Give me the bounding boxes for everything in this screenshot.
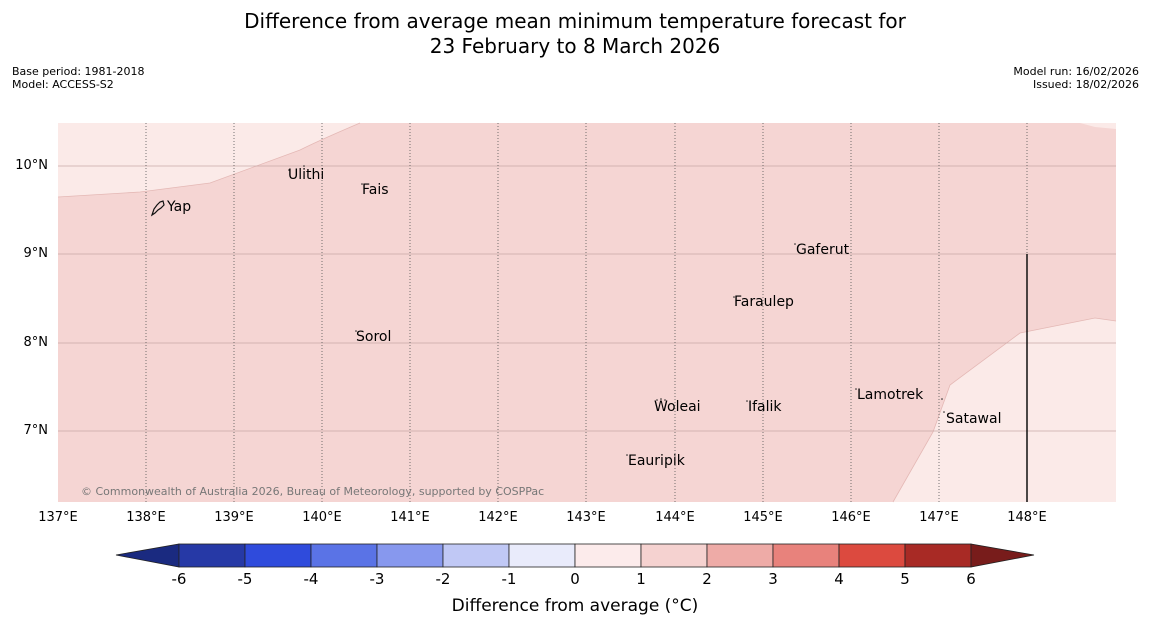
colorbar-segment	[310, 543, 378, 568]
lon-label-137e: 137°E	[38, 510, 78, 525]
colorbar-tick-label: 5	[900, 570, 910, 588]
lon-label-145e: 145°E	[743, 510, 783, 525]
light-region-northeast	[1080, 123, 1116, 129]
island-markers	[288, 165, 945, 456]
colorbar-tick-label: 3	[768, 570, 778, 588]
lon-label-138e: 138°E	[126, 510, 166, 525]
colorbar-segment	[178, 543, 246, 568]
yap-island	[150, 200, 165, 217]
colorbar-segment	[508, 543, 576, 568]
place-label-faraulep: Faraulep	[734, 294, 794, 310]
colorbar-tick-label: -6	[171, 570, 187, 588]
colorbar-segment	[442, 543, 510, 568]
colorbar-segment	[244, 543, 312, 568]
issued-text: Issued: 18/02/2026	[1032, 78, 1139, 91]
lon-label-140e: 140°E	[302, 510, 342, 525]
lon-label-147e: 147°E	[919, 510, 959, 525]
colorbar-segment	[376, 543, 444, 568]
copyright-text: © Commonwealth of Australia 2026, Bureau…	[81, 485, 545, 498]
model-run-text: Model run: 16/02/2026	[1013, 65, 1139, 78]
colorbar-segment	[838, 543, 906, 568]
colorbar	[115, 543, 1035, 568]
colorbar-segment	[904, 543, 972, 568]
light-region-northwest	[58, 123, 360, 197]
place-label-lamotrek: Lamotrek	[857, 387, 924, 403]
lon-label-139e: 139°E	[214, 510, 254, 525]
colorbar-tick-label: -2	[435, 570, 451, 588]
colorbar-tick-label: -1	[501, 570, 517, 588]
place-label-satawal: Satawal	[946, 411, 1002, 427]
lon-label-141e: 141°E	[390, 510, 430, 525]
colorbar-tick-label: -4	[303, 570, 319, 588]
base-period-text: Base period: 1981-2018	[12, 65, 145, 78]
colorbar-tick-label: -5	[237, 570, 253, 588]
colorbar-tick-label: 0	[570, 570, 580, 588]
place-label-sorol: Sorol	[356, 329, 392, 345]
lon-label-143e: 143°E	[566, 510, 606, 525]
model-text: Model: ACCESS-S2	[12, 78, 114, 91]
lon-label-142e: 142°E	[478, 510, 518, 525]
colorbar-over-arrow	[970, 543, 1035, 568]
colorbar-segment	[706, 543, 774, 568]
lat-label-8n: 8°N	[23, 335, 49, 350]
place-label-woleai: Woleai	[654, 399, 701, 415]
lon-label-146e: 146°E	[831, 510, 871, 525]
lon-gridlines	[145, 123, 1028, 502]
colorbar-tick-label: 2	[702, 570, 712, 588]
colorbar-tick-label: 6	[966, 570, 976, 588]
colorbar-segment	[574, 543, 642, 568]
lon-label-144e: 144°E	[655, 510, 695, 525]
colorbar-segment	[640, 543, 708, 568]
colorbar-under-arrow	[115, 543, 180, 568]
colorbar-tick-label: 4	[834, 570, 844, 588]
place-label-ulithi: Ulithi	[288, 167, 325, 183]
colorbar-tick-label: 1	[636, 570, 646, 588]
colorbar-title: Difference from average (°C)	[451, 596, 699, 616]
lat-label-9n: 9°N	[23, 246, 49, 261]
place-label-gaferut: Gaferut	[796, 242, 850, 258]
map-title-line1: Difference from average mean minimum tem…	[244, 9, 906, 33]
lat-label-10n: 10°N	[15, 158, 48, 173]
colorbar-segment	[772, 543, 840, 568]
place-label-ifalik: Ifalik	[748, 399, 782, 415]
place-label-yap: Yap	[167, 199, 192, 215]
lat-label-7n: 7°N	[23, 423, 49, 438]
lon-label-148e: 148°E	[1007, 510, 1047, 525]
colorbar-tick-label: -3	[369, 570, 385, 588]
place-label-eauripik: Eauripik	[628, 453, 685, 469]
light-region-southeast	[893, 318, 1116, 502]
place-label-fais: Fais	[362, 182, 389, 198]
map-title-line2: 23 February to 8 March 2026	[429, 34, 721, 58]
